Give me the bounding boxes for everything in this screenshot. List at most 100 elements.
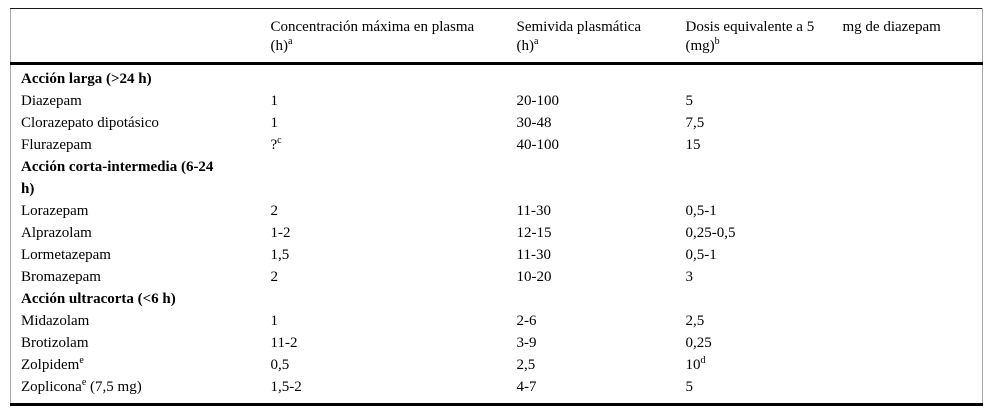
dose-cell: 2,5 <box>686 310 843 332</box>
cell-text: 1,5-2 <box>270 379 302 395</box>
dose-cell: 5 <box>686 90 843 112</box>
cmax-cell: 1 <box>271 112 517 134</box>
cell-text: 0,25-0,5 <box>685 225 736 241</box>
table-row: Zolpideme 0,5 2,5 10d <box>11 354 983 376</box>
dose-cell: 0,5-1 <box>686 200 843 222</box>
cell-text: Alprazolam <box>21 225 92 241</box>
halflife-cell: 10-20 <box>516 269 552 285</box>
cell-text: 3 <box>685 269 694 285</box>
cell-text: Flurazepam <box>21 137 92 153</box>
cmax-cell: 2 <box>271 200 517 222</box>
drug-name-cell: Flurazepam <box>11 134 271 156</box>
spacer-cell <box>843 112 983 134</box>
cell-text: 0,25 <box>685 335 712 351</box>
table-row: Lormetazepam 1,5 11-30 0,5-1 <box>11 244 983 266</box>
cell-text: Bromazepam <box>21 269 101 285</box>
table-row: Diazepam 1 20-100 5 <box>11 90 983 112</box>
footnote-marker-b: b <box>714 36 720 47</box>
header-halflife-line1: Semivida plasmática <box>516 19 642 35</box>
footnote-marker-a: a <box>534 36 539 47</box>
cell-text: 1 <box>270 115 279 131</box>
header-dose-part2: mg de diazepam <box>842 8 983 65</box>
cell-text: (7,5 mg) <box>86 379 142 395</box>
header-row: Concentración máxima en plasma (h)a Semi… <box>10 8 983 65</box>
dose-cell: 0,25 <box>686 332 843 354</box>
footnote-marker-a: a <box>288 36 293 47</box>
cell-text: Lormetazepam <box>21 247 111 263</box>
cell-text: Lorazepam <box>21 203 89 219</box>
dose-cell: 10d <box>686 354 843 376</box>
dose-cell: 5 <box>686 376 843 405</box>
table-row: Clorazepato dipotásico 1 30-48 7,5 <box>11 112 983 134</box>
drug-name-cell: Diazepam <box>11 90 271 112</box>
spacer-cell <box>843 310 983 332</box>
cell-text: 5 <box>685 93 694 109</box>
spacer-cell <box>843 244 983 266</box>
spacer-cell <box>843 332 983 354</box>
header-unit: (mg) <box>685 38 715 54</box>
halflife-cell: 4-7 <box>516 379 537 395</box>
dose-cell: 7,5 <box>686 112 843 134</box>
table-container: Concentración máxima en plasma (h)a Semi… <box>10 8 983 406</box>
section-row: Acción corta-intermedia (6-24 h) <box>11 156 983 200</box>
cmax-cell: 1,5 <box>271 244 517 266</box>
cell-text: 11-2 <box>270 335 298 351</box>
halflife-cell: 11-30 <box>516 203 551 219</box>
cmax-cell: 0,5 <box>271 354 517 376</box>
halflife-cell: 20-100 <box>516 93 560 109</box>
cell-text: 0,5-1 <box>685 247 717 263</box>
header-dose-part1: Dosis equivalente a 5 (mg)b <box>685 8 843 65</box>
section-label-ultrashort: Acción ultracorta (<6 h) <box>21 291 176 307</box>
halflife-cell: 12-15 <box>516 225 552 241</box>
dose-cell: 0,25-0,5 <box>686 222 843 244</box>
cmax-cell: 1-2 <box>271 222 517 244</box>
cell-text: 10 <box>685 357 701 373</box>
cell-text: 7,5 <box>685 115 705 131</box>
spacer-cell <box>843 266 983 288</box>
cell-text: Zoplicona <box>21 379 82 395</box>
cell-text: ? <box>270 137 278 153</box>
drug-name-cell: Lormetazepam <box>11 244 271 266</box>
table-row: Flurazepam ?c 40-100 15 <box>11 134 983 156</box>
cell-text: 2,5 <box>685 313 705 329</box>
section-label-long-acting: Acción larga (>24 h) <box>21 71 152 87</box>
cell-text: 0,5 <box>270 357 290 373</box>
cell-text: 1-2 <box>270 225 291 241</box>
header-drug-empty <box>10 8 271 65</box>
spacer-cell <box>843 134 983 156</box>
drug-name-cell: Bromazepam <box>11 266 271 288</box>
header-halflife-line2: (h)a <box>517 37 686 56</box>
header-dose-line1: Dosis equivalente a 5 <box>685 19 815 35</box>
drug-name-cell: Midazolam <box>11 310 271 332</box>
section-row: Acción ultracorta (<6 h) <box>11 288 983 310</box>
cell-text: 2 <box>270 203 279 219</box>
spacer-cell <box>843 222 983 244</box>
drug-name-cell: Brotizolam <box>11 332 271 354</box>
cell-text: 0,5-1 <box>685 203 717 219</box>
section-row: Acción larga (>24 h) <box>11 64 983 91</box>
spacer-cell <box>843 354 983 376</box>
cell-text: Clorazepato dipotásico <box>21 115 159 131</box>
table-row: Brotizolam 11-2 3-9 0,25 <box>11 332 983 354</box>
cmax-cell: 11-2 <box>271 332 517 354</box>
cell-text: Midazolam <box>21 313 90 329</box>
drug-name-cell: Zolpideme <box>11 354 271 376</box>
drug-name-cell: Alprazolam <box>11 222 271 244</box>
cmax-cell: 1,5-2 <box>271 376 517 405</box>
cmax-cell: ?c <box>271 134 517 156</box>
header-cmax-line2: (h)a <box>271 37 517 56</box>
spacer-cell <box>843 90 983 112</box>
spacer-cell <box>843 200 983 222</box>
dose-cell: 0,5-1 <box>686 244 843 266</box>
cell-text: 2 <box>270 269 279 285</box>
table-row: Midazolam 1 2-6 2,5 <box>11 310 983 332</box>
table-row: Bromazepam 2 10-20 3 <box>11 266 983 288</box>
halflife-cell: 2,5 <box>516 357 536 373</box>
cmax-cell: 1 <box>271 90 517 112</box>
cell-text: 5 <box>685 379 694 395</box>
drug-name-cell: Lorazepam <box>11 200 271 222</box>
table-row: Alprazolam 1-2 12-15 0,25-0,5 <box>11 222 983 244</box>
halflife-cell: 3-9 <box>516 335 537 351</box>
footnote-marker-e: e <box>79 355 84 366</box>
cell-text: 1 <box>270 313 279 329</box>
